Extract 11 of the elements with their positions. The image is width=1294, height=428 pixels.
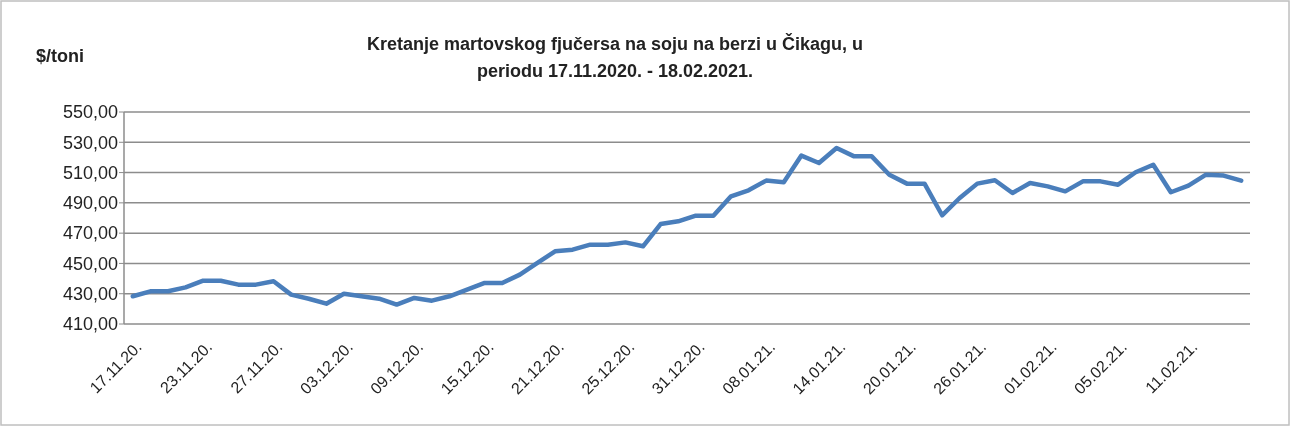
y-tick-label: 450,00 <box>62 253 118 274</box>
chart-title: Kretanje martovskog fjučersa na soju na berzi u Čikagu, u periodu 17.11.2020. - 18.02.2021. <box>366 33 864 81</box>
y-tick-label: 550,00 <box>62 102 118 123</box>
y-tick-label: 410,00 <box>62 314 118 335</box>
y-tick-label: 490,00 <box>62 193 118 214</box>
y-tick-label: 430,00 <box>62 284 118 305</box>
y-tick-label: 470,00 <box>62 223 118 244</box>
y-axis-title: $/toni <box>36 46 84 66</box>
y-tick-label: 510,00 <box>62 162 118 183</box>
y-tick-label: 530,00 <box>62 132 118 153</box>
line-series <box>130 145 1244 307</box>
